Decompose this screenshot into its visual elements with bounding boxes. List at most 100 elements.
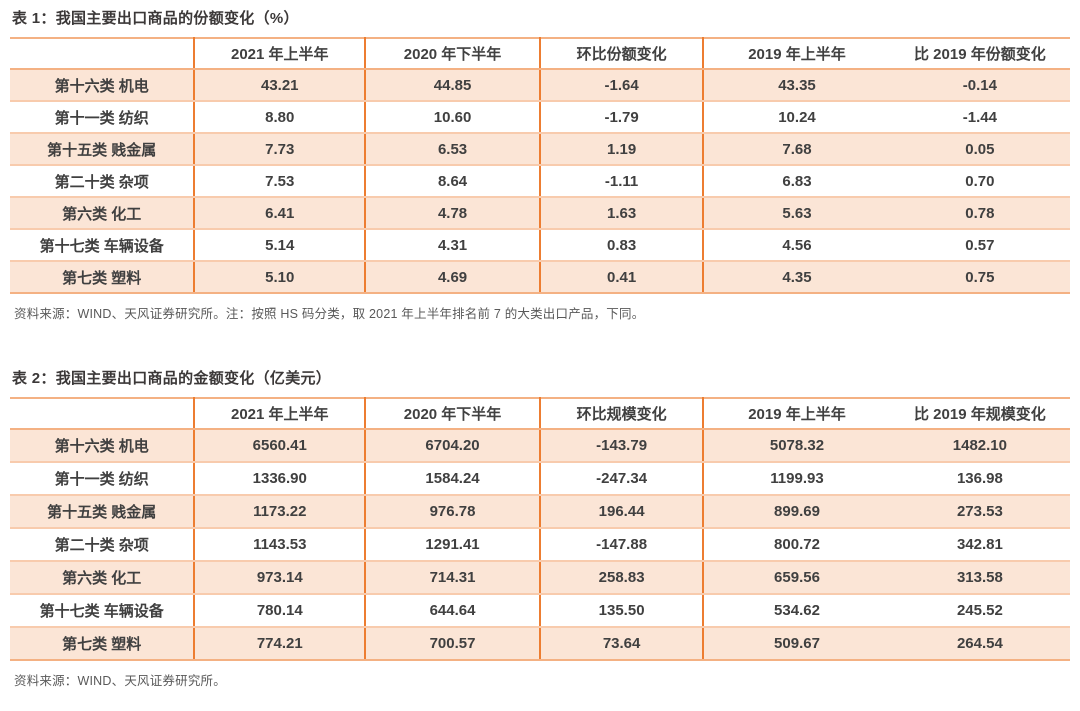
value-cell: 6704.20 (365, 429, 541, 463)
value-cell: 1173.22 (194, 495, 367, 529)
category-cell: 第十一类 纺织 (10, 462, 196, 496)
table-row: 第六类 化工 973.14 714.31 258.83 659.56 313.58 (10, 561, 1070, 595)
value-cell: 1143.53 (194, 528, 367, 562)
table-row: 第二十类 杂项 1143.53 1291.41 -147.88 800.72 342.81 (10, 528, 1070, 562)
value-cell: 534.62 (703, 594, 890, 628)
value-cell: 5.10 (194, 261, 367, 294)
value-cell: 4.69 (365, 261, 541, 294)
value-cell: 245.52 (889, 594, 1070, 628)
value-cell: 73.64 (539, 627, 705, 661)
value-cell: 1336.90 (194, 462, 367, 496)
value-cell: 7.53 (194, 165, 367, 198)
value-cell: 4.56 (703, 229, 890, 262)
value-cell: 1482.10 (889, 429, 1070, 463)
value-cell: 4.35 (703, 261, 890, 294)
value-cell: 6560.41 (194, 429, 367, 463)
column-header: 比 2019 年规模变化 (889, 397, 1070, 430)
value-cell: 509.67 (703, 627, 890, 661)
value-cell: 4.78 (365, 197, 541, 230)
category-cell: 第十六类 机电 (10, 429, 196, 463)
corner-header-cell (10, 37, 196, 70)
category-cell: 第七类 塑料 (10, 627, 196, 661)
value-cell: 273.53 (889, 495, 1070, 529)
category-cell: 第十一类 纺织 (10, 101, 196, 134)
value-cell: -143.79 (539, 429, 705, 463)
category-cell: 第十七类 车辆设备 (10, 594, 196, 628)
category-cell: 第七类 塑料 (10, 261, 196, 294)
value-cell: 800.72 (703, 528, 890, 562)
document-body: 表 1：我国主要出口商品的份额变化（%） 2021 年上半年 2020 年下半年环… (10, 10, 1070, 689)
value-cell: 976.78 (365, 495, 541, 529)
amount-change-table: 2021 年上半年 2020 年下半年 环比规模变化 2019 年上半年比 2019 … (10, 397, 1070, 661)
value-cell: 6.41 (194, 197, 367, 230)
value-cell: 43.21 (194, 69, 367, 102)
column-header: 2019 年上半年 (703, 37, 890, 70)
value-cell: 1291.41 (365, 528, 541, 562)
column-header: 2020 年下半年 (365, 37, 541, 70)
value-cell: 0.78 (889, 197, 1070, 230)
value-cell: 7.68 (703, 133, 890, 166)
table-row: 第十五类 贱金属 7.73 6.53 1.19 7.68 0.05 (10, 133, 1070, 166)
value-cell: 0.57 (889, 229, 1070, 262)
value-cell: 1.19 (539, 133, 705, 166)
value-cell: 5078.32 (703, 429, 890, 463)
value-cell: 4.31 (365, 229, 541, 262)
share-change-table: 2021 年上半年 2020 年下半年 环比份额变化 2019 年上半年比 2019 … (10, 37, 1070, 294)
table-row: 第十一类 纺织 1336.90 1584.24 -247.34 1199.93 136.9… (10, 462, 1070, 496)
value-cell: -0.14 (889, 69, 1070, 102)
value-cell: 258.83 (539, 561, 705, 595)
column-header: 比 2019 年份额变化 (889, 37, 1070, 70)
column-header: 2021 年上半年 (194, 37, 367, 70)
value-cell: 0.05 (889, 133, 1070, 166)
category-cell: 第十五类 贱金属 (10, 133, 196, 166)
table1-source-note: 资料来源：WIND、天风证券研究所。注：按照 HS 码分类，取 2021 年上半… (14, 307, 645, 321)
value-cell: 8.64 (365, 165, 541, 198)
value-cell: 44.85 (365, 69, 541, 102)
category-cell: 第二十类 杂项 (10, 165, 196, 198)
value-cell: 8.80 (194, 101, 367, 134)
table-row: 第十七类 车辆设备 780.14 644.64 135.50 534.62 245.52 (10, 594, 1070, 628)
value-cell: 196.44 (539, 495, 705, 529)
table2-source-note: 资料来源：WIND、天风证券研究所。 (14, 674, 226, 688)
value-cell: 136.98 (889, 462, 1070, 496)
value-cell: 135.50 (539, 594, 705, 628)
table-row: 第十六类 机电 43.21 44.85 -1.64 43.35 -0.14 (10, 69, 1070, 102)
category-cell: 第十六类 机电 (10, 69, 196, 102)
value-cell: 700.57 (365, 627, 541, 661)
table-row: 第六类 化工 6.41 4.78 1.63 5.63 0.78 (10, 197, 1070, 230)
category-cell: 第十五类 贱金属 (10, 495, 196, 529)
table2-section: 表 2：我国主要出口商品的金额变化（亿美元） 2021 年上半年 2020 年下半… (10, 367, 1070, 689)
value-cell: -1.11 (539, 165, 705, 198)
value-cell: 10.60 (365, 101, 541, 134)
value-cell: 1584.24 (365, 462, 541, 496)
table-row: 第十一类 纺织 8.80 10.60 -1.79 10.24 -1.44 (10, 101, 1070, 134)
header-row: 2021 年上半年 2020 年下半年 环比规模变化 2019 年上半年比 2019 … (10, 397, 1070, 430)
value-cell: 6.53 (365, 133, 541, 166)
value-cell: -1.64 (539, 69, 705, 102)
table-row: 第十七类 车辆设备 5.14 4.31 0.83 4.56 0.57 (10, 229, 1070, 262)
category-cell: 第二十类 杂项 (10, 528, 196, 562)
value-cell: 342.81 (889, 528, 1070, 562)
value-cell: 5.63 (703, 197, 890, 230)
value-cell: -247.34 (539, 462, 705, 496)
value-cell: 644.64 (365, 594, 541, 628)
table2-caption: 表 2：我国主要出口商品的金额变化（亿美元） (12, 370, 332, 387)
value-cell: 6.83 (703, 165, 890, 198)
column-header: 环比份额变化 (539, 37, 705, 70)
value-cell: -1.44 (889, 101, 1070, 134)
category-cell: 第六类 化工 (10, 197, 196, 230)
value-cell: 0.83 (539, 229, 705, 262)
value-cell: 10.24 (703, 101, 890, 134)
table-row: 第七类 塑料 5.10 4.69 0.41 4.35 0.75 (10, 261, 1070, 294)
column-header: 2020 年下半年 (365, 397, 541, 430)
column-header: 2021 年上半年 (194, 397, 367, 430)
table-row: 第十五类 贱金属 1173.22 976.78 196.44 899.69 273.53 (10, 495, 1070, 529)
value-cell: 5.14 (194, 229, 367, 262)
category-cell: 第六类 化工 (10, 561, 196, 595)
value-cell: 973.14 (194, 561, 367, 595)
value-cell: -1.79 (539, 101, 705, 134)
value-cell: 1.63 (539, 197, 705, 230)
header-row: 2021 年上半年 2020 年下半年 环比份额变化 2019 年上半年比 2019 … (10, 37, 1070, 70)
value-cell: -147.88 (539, 528, 705, 562)
